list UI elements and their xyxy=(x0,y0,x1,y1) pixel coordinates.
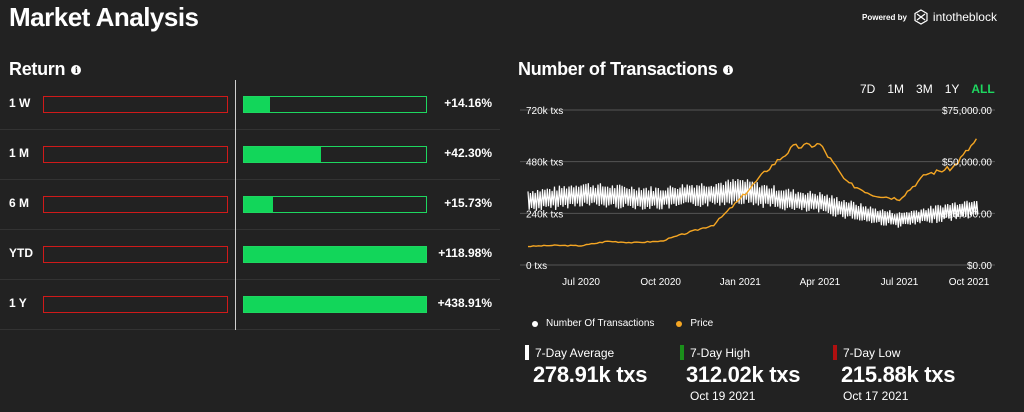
return-value: +14.16% xyxy=(444,96,492,110)
range-tab-all[interactable]: ALL xyxy=(971,82,995,96)
stat-label: 7-Day High xyxy=(690,345,751,360)
stat-value: 215.88k txs xyxy=(841,362,956,387)
return-row: 1 W +14.16% xyxy=(0,80,500,130)
range-tab-1y[interactable]: 1Y xyxy=(944,82,960,96)
powered-by-label: Powered by xyxy=(862,12,907,22)
positive-return-bar xyxy=(243,146,427,163)
stat-7day-average: 7-Day Average 278.91k txs xyxy=(525,345,647,388)
legend-dot-transactions xyxy=(532,320,538,327)
return-title: Return xyxy=(9,59,66,79)
return-value: +15.73% xyxy=(444,196,492,210)
positive-return-bar xyxy=(243,96,427,113)
price-line xyxy=(528,138,977,248)
info-icon[interactable]: i xyxy=(71,64,82,75)
positive-return-fill xyxy=(244,147,321,162)
x-axis-tick-label: Oct 2020 xyxy=(640,277,681,288)
powered-by[interactable]: Powered by intotheblock xyxy=(862,6,997,28)
intotheblock-logo-icon xyxy=(914,9,928,25)
right-axis-tick-label: $25,000.00 xyxy=(942,209,992,220)
positive-return-bar xyxy=(243,246,427,263)
negative-return-bar xyxy=(43,296,228,313)
return-value: +42.30% xyxy=(444,146,492,160)
negative-return-bar xyxy=(43,196,228,213)
return-value: +118.98% xyxy=(438,246,492,260)
x-axis-tick-label: Jan 2021 xyxy=(720,277,762,288)
legend-label-transactions: Number Of Transactions xyxy=(546,318,655,329)
brand-name: intotheblock xyxy=(932,10,997,24)
stat-date: Oct 19 2021 xyxy=(690,389,756,403)
negative-return-bar xyxy=(43,96,228,113)
legend-label-price: Price xyxy=(690,318,714,329)
stat-swatch xyxy=(833,345,837,360)
x-axis-tick-label: Apr 2021 xyxy=(800,277,841,288)
right-axis-tick-label: $0.00 xyxy=(967,261,992,272)
return-period-label: 6 M xyxy=(9,196,30,210)
return-section-title: Return i xyxy=(9,59,82,80)
return-period-label: 1 M xyxy=(9,146,30,160)
stat-date: Oct 17 2021 xyxy=(843,389,909,403)
transactions-line xyxy=(527,178,979,228)
stat-value: 278.91k txs xyxy=(533,362,648,387)
return-row: 6 M +15.73% xyxy=(0,180,500,230)
positive-return-fill xyxy=(244,97,270,112)
return-period-label: YTD xyxy=(9,246,33,260)
stat-label: 7-Day Average xyxy=(535,345,615,360)
negative-return-bar xyxy=(43,246,228,263)
range-tabs: 7D 1M 3M 1Y ALL xyxy=(848,82,995,96)
range-tab-1m[interactable]: 1M xyxy=(887,82,905,96)
positive-return-fill xyxy=(244,297,426,312)
x-axis-tick-label: Jul 2021 xyxy=(881,277,919,288)
transactions-section-title: Number of Transactions i xyxy=(518,59,734,80)
return-row: 1 Y +438.91% xyxy=(0,280,500,330)
transactions-title: Number of Transactions xyxy=(518,59,718,79)
positive-return-fill xyxy=(244,247,426,262)
left-axis-tick-label: 720k txs xyxy=(526,106,563,117)
return-period-label: 1 W xyxy=(9,96,31,110)
stat-7day-low: 7-Day Low 215.88k txs Oct 17 2021 xyxy=(833,345,955,403)
range-tab-3m[interactable]: 3M xyxy=(916,82,933,96)
stat-value: 312.02k txs xyxy=(686,362,801,387)
left-axis-tick-label: 240k txs xyxy=(526,209,563,220)
return-period-label: 1 Y xyxy=(9,296,27,310)
stat-7day-high: 7-Day High 312.02k txs Oct 19 2021 xyxy=(680,345,800,403)
info-icon[interactable]: i xyxy=(723,64,734,75)
left-axis-tick-label: 480k txs xyxy=(526,158,563,169)
chart-legend: Number Of Transactions Price xyxy=(532,318,713,329)
return-value: +438.91% xyxy=(437,296,492,310)
stat-swatch xyxy=(525,345,529,360)
negative-return-bar xyxy=(43,146,228,163)
range-tab-7d[interactable]: 7D xyxy=(860,82,876,96)
x-axis-tick-label: Oct 2021 xyxy=(949,277,990,288)
return-row: 1 M +42.30% xyxy=(0,130,500,180)
positive-return-fill xyxy=(244,197,273,212)
x-axis-tick-label: Jul 2020 xyxy=(562,277,600,288)
right-axis-tick-label: $75,000.00 xyxy=(942,106,992,117)
legend-dot-price xyxy=(676,320,683,327)
right-axis-tick-label: $50,000.00 xyxy=(942,158,992,169)
positive-return-bar xyxy=(243,196,427,213)
left-axis-tick-label: 0 txs xyxy=(526,261,547,272)
return-divider xyxy=(235,80,236,330)
stat-swatch xyxy=(680,345,684,360)
transactions-chart: 720k txs 480k txs 240k txs 0 txs $75,000.00 $… xyxy=(520,106,995,288)
page-title: Market Analysis xyxy=(9,2,199,32)
stat-label: 7-Day Low xyxy=(843,345,901,360)
positive-return-bar xyxy=(243,296,427,313)
return-row: YTD +118.98% xyxy=(0,230,500,280)
